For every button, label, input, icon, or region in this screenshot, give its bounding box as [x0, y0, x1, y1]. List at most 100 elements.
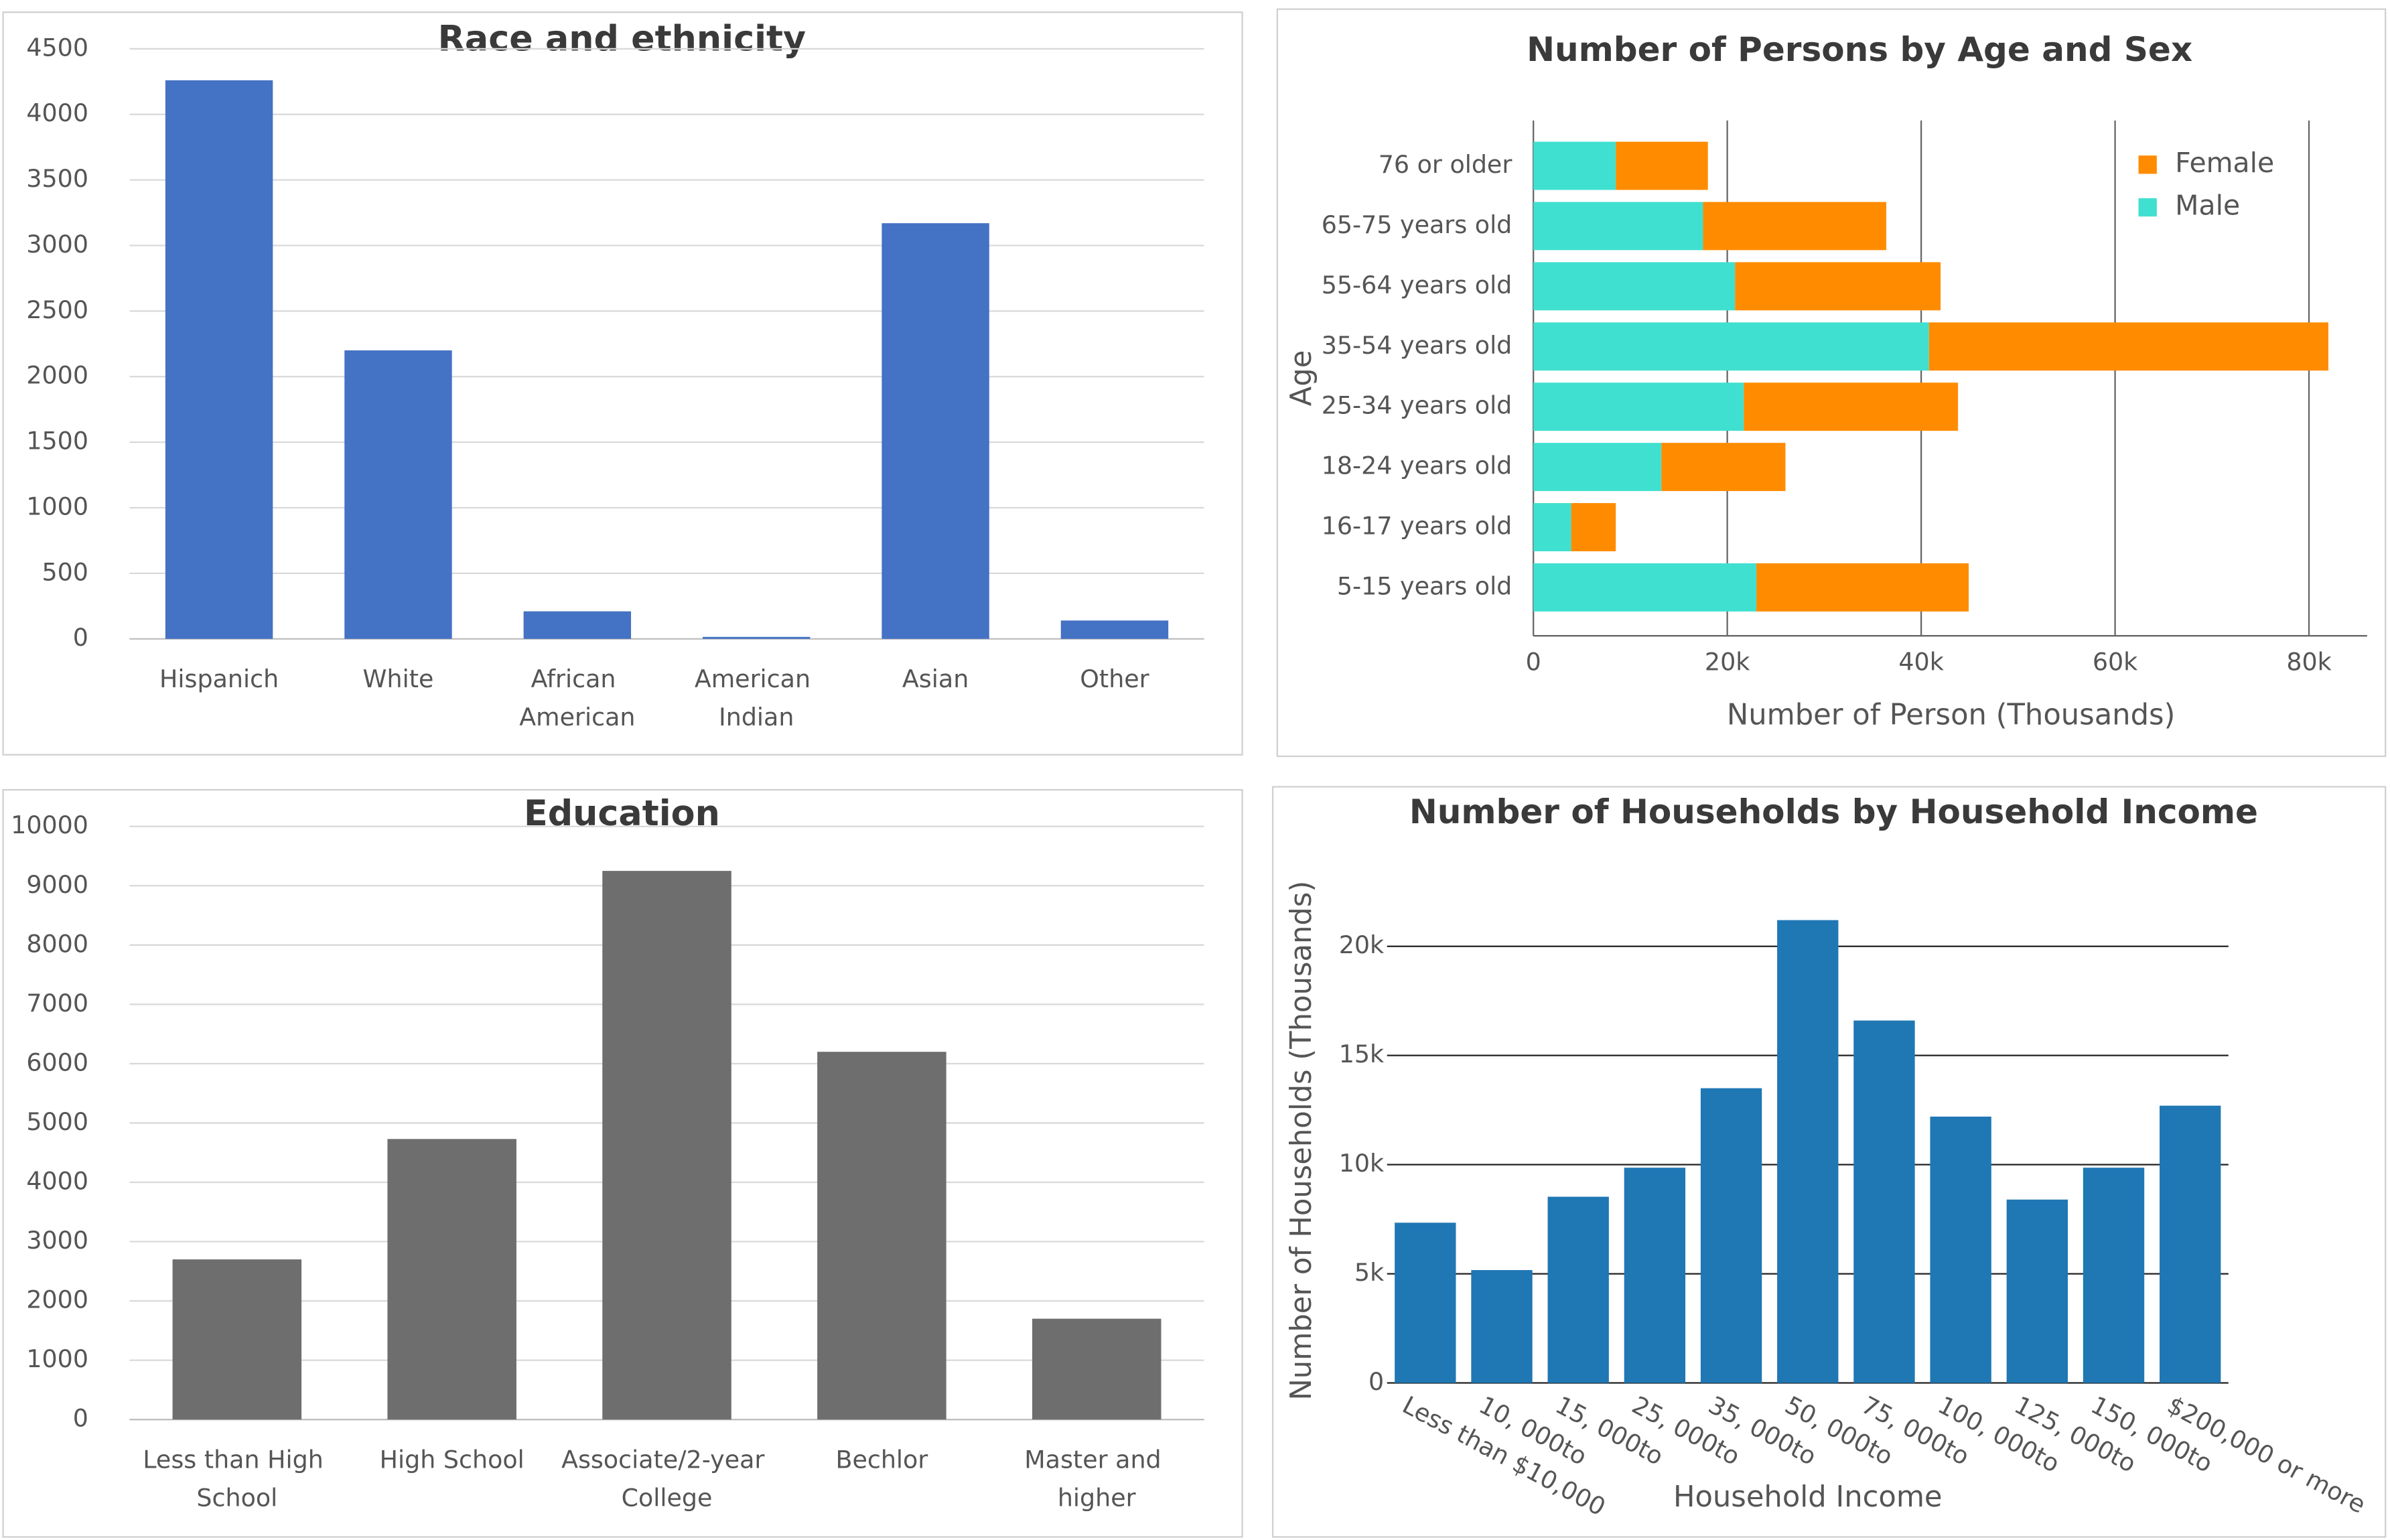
y-tick-label: 6000	[26, 1048, 88, 1076]
y-tick-label: 16-17 years old	[1322, 512, 1513, 541]
y-tick-label: 8000	[26, 929, 88, 958]
bar	[344, 350, 452, 639]
chart-title: Number of Persons by Age and Sex	[1527, 30, 2192, 69]
bar-segment	[1756, 563, 1969, 612]
bar-segment	[1533, 262, 1736, 311]
bar	[1700, 1088, 1762, 1383]
y-tick-label: 1000	[26, 1344, 88, 1373]
y-tick-label: 9000	[26, 870, 88, 899]
bar-segment	[1703, 202, 1886, 251]
bar	[387, 1139, 516, 1420]
bar-segment	[1735, 262, 1941, 311]
bar	[2083, 1168, 2145, 1383]
y-tick-label: 5k	[1354, 1258, 1384, 1287]
bar-segment	[1661, 443, 1786, 492]
bar	[602, 871, 731, 1420]
x-tick-label: High School	[380, 1445, 524, 1474]
y-tick-label: 65-75 years old	[1322, 210, 1513, 239]
bar-segment	[1744, 382, 1959, 431]
bar-segment	[1616, 141, 1708, 190]
panel	[1276, 8, 2387, 758]
x-tick-label: Associate/2-year College	[561, 1445, 772, 1512]
x-axis-title: Household Income	[1673, 1480, 1943, 1514]
y-tick-label: 4000	[26, 1166, 88, 1195]
bar	[1395, 1222, 1456, 1383]
x-tick-label: Hispanich	[159, 664, 279, 693]
y-tick-label: 3500	[26, 164, 88, 193]
bar-segment	[1533, 141, 1616, 190]
y-tick-label: 10000	[11, 811, 88, 839]
bar-segment	[1928, 322, 2328, 371]
bar-segment	[1533, 503, 1571, 551]
x-tick-label: 80k	[2286, 648, 2331, 677]
y-tick-label: 5000	[26, 1107, 88, 1136]
x-tick-label: White	[363, 664, 434, 693]
y-tick-label: 1000	[26, 492, 88, 520]
y-tick-label: 7000	[26, 989, 88, 1018]
y-tick-label: 4000	[26, 98, 88, 127]
panel	[2, 788, 1243, 1538]
y-tick-label: 0	[1368, 1367, 1384, 1396]
x-tick-label: Other	[1080, 664, 1149, 693]
legend-swatch	[2138, 155, 2157, 174]
bar	[1777, 920, 1839, 1383]
y-tick-label: 18-24 years old	[1322, 451, 1513, 480]
bar-segment	[1533, 563, 1757, 612]
bar	[172, 1259, 302, 1420]
bar	[1060, 620, 1169, 639]
y-tick-label: 2000	[26, 361, 88, 390]
x-axis-title: Number of Person (Thousands)	[1727, 698, 2176, 731]
legend-swatch	[2138, 198, 2157, 217]
x-tick-label: Asian	[902, 664, 969, 693]
x-tick-label: 0	[1526, 648, 1541, 677]
bar-segment	[1533, 382, 1744, 431]
bar	[2160, 1105, 2221, 1383]
y-axis-title: Number of Households (Thousands)	[1285, 881, 1318, 1401]
y-tick-label: 5-15 years old	[1337, 571, 1512, 600]
y-tick-label: 35-54 years old	[1322, 331, 1513, 360]
bar-segment	[1533, 322, 1929, 371]
bar	[817, 1052, 946, 1420]
y-tick-label: 3000	[26, 230, 88, 259]
x-tick-label: African American	[519, 664, 635, 731]
bar	[1624, 1168, 1686, 1383]
legend-label: Male	[2175, 190, 2240, 222]
bar-segment	[1533, 443, 1662, 492]
x-tick-label: Bechlor	[835, 1445, 928, 1474]
panel	[1271, 786, 2387, 1538]
y-axis-title: Age	[1285, 350, 1318, 407]
y-tick-label: 2000	[26, 1285, 88, 1314]
x-tick-label: American Indian	[695, 664, 819, 731]
bar	[703, 636, 811, 639]
chart-title: Race and ethnicity	[438, 18, 806, 59]
x-tick-label: Less than High School	[143, 1445, 331, 1512]
x-tick-label: 40k	[1898, 648, 1943, 677]
bar	[1471, 1270, 1533, 1383]
y-tick-label: 0	[73, 1404, 88, 1433]
bar	[2006, 1199, 2068, 1383]
y-tick-label: 76 or older	[1379, 150, 1513, 179]
y-tick-label: 55-64 years old	[1322, 271, 1513, 299]
y-tick-label: 25-34 years old	[1322, 391, 1513, 420]
bar	[882, 223, 989, 639]
x-tick-label: Master and higher	[1024, 1445, 1169, 1512]
y-tick-label: 500	[42, 557, 88, 586]
y-tick-label: 0	[73, 623, 88, 652]
chart-title: Education	[524, 793, 720, 834]
bar	[1032, 1318, 1162, 1420]
panel	[2, 11, 1243, 756]
legend-label: Female	[2175, 147, 2274, 179]
x-tick-label: 20k	[1705, 648, 1750, 677]
y-tick-label: 15k	[1339, 1040, 1384, 1068]
y-tick-label: 3000	[26, 1226, 88, 1255]
bar	[1930, 1116, 1991, 1383]
bar	[1547, 1196, 1609, 1383]
y-tick-label: 2500	[26, 295, 88, 324]
bar	[523, 611, 632, 639]
bar-segment	[1533, 202, 1703, 251]
y-tick-label: 20k	[1339, 930, 1384, 959]
y-tick-label: 1500	[26, 427, 88, 456]
y-tick-label: 4500	[26, 33, 88, 62]
